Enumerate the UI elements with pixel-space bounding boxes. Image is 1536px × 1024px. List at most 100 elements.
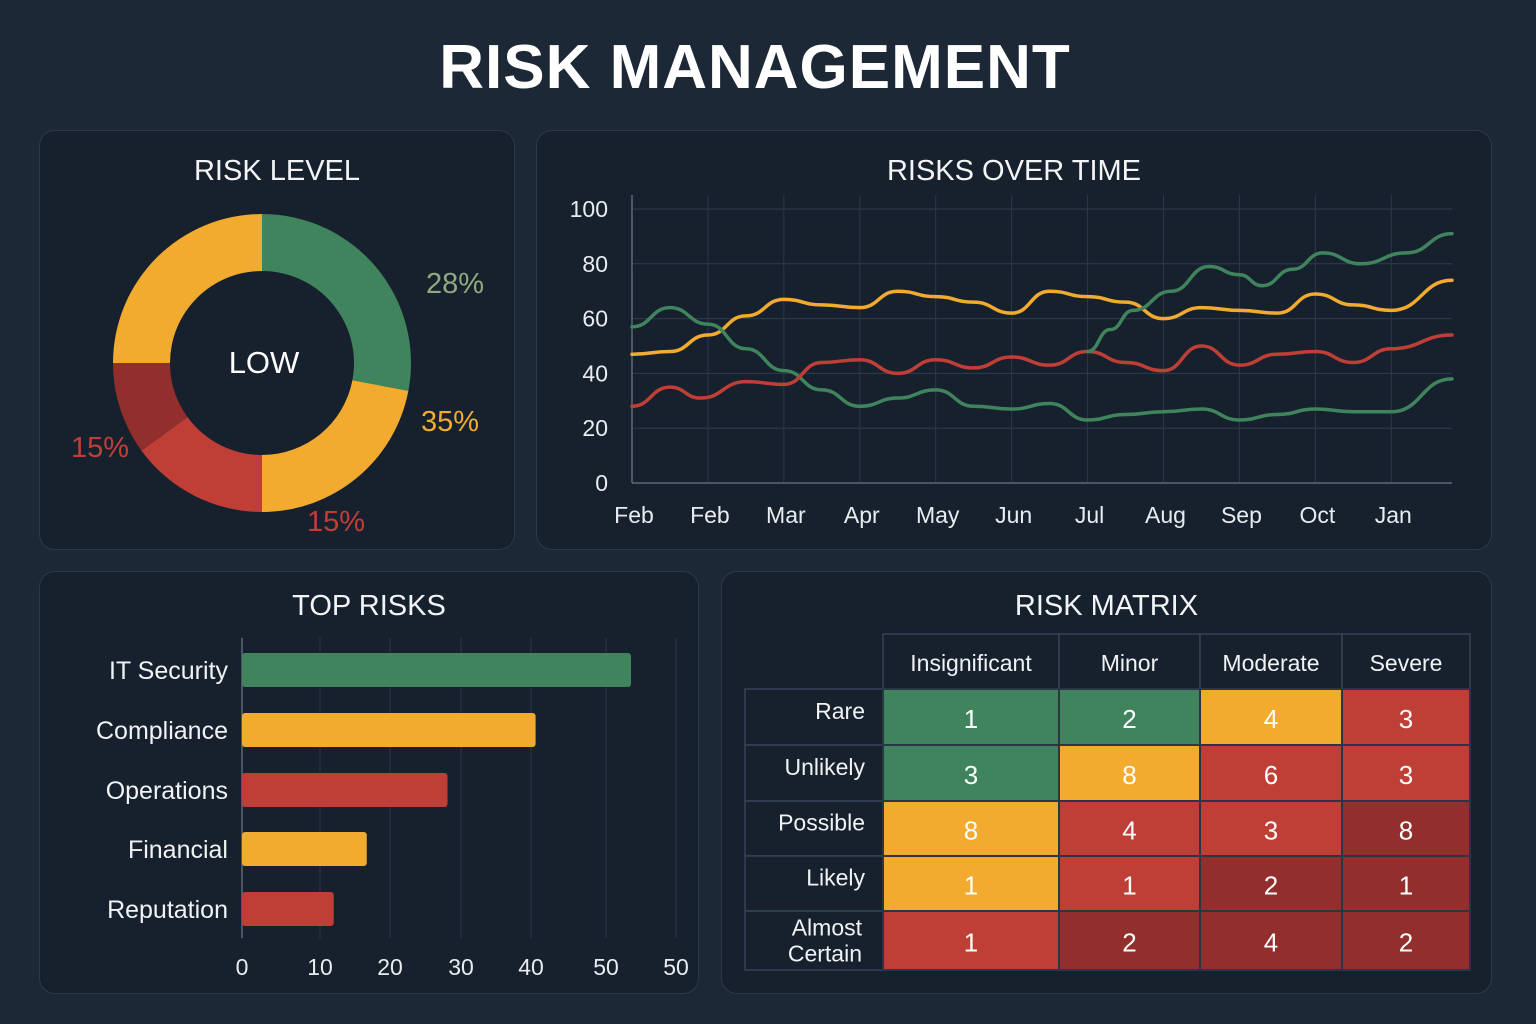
matrix-cell-value: 1 bbox=[964, 928, 978, 958]
matrix-column-label: Minor bbox=[1101, 650, 1159, 676]
x-tick-label: Jul bbox=[1075, 502, 1104, 528]
matrix-cell-value: 4 bbox=[1264, 704, 1278, 734]
y-tick-label: 40 bbox=[582, 360, 608, 386]
x-tick-label: Jun bbox=[995, 502, 1032, 528]
matrix-row-label: Unlikely bbox=[784, 754, 865, 780]
donut-slice bbox=[113, 363, 188, 451]
matrix-cell: 8 bbox=[882, 800, 1060, 857]
y-tick-label: 0 bbox=[595, 470, 608, 496]
risk-matrix-table: Insignificant Minor Moderate Severe Rare 1 2 4 3… bbox=[744, 633, 1471, 971]
bar bbox=[242, 713, 536, 747]
matrix-cell-value: 8 bbox=[1399, 816, 1413, 846]
bar-category-label: Reputation bbox=[107, 896, 228, 924]
matrix-cell-value: 2 bbox=[1122, 928, 1136, 958]
y-tick-label: 60 bbox=[582, 306, 608, 332]
bar bbox=[242, 832, 367, 866]
donut-slice-label: 35% bbox=[421, 406, 479, 438]
matrix-cell-value: 2 bbox=[1399, 928, 1413, 958]
matrix-column-label: Insignificant bbox=[910, 650, 1032, 676]
risk-matrix-title: RISK MATRIX bbox=[1014, 590, 1199, 622]
x-tick-label: 40 bbox=[518, 954, 544, 980]
matrix-row-header bbox=[744, 744, 884, 802]
x-tick-label: May bbox=[916, 502, 960, 528]
matrix-column-header bbox=[1341, 633, 1471, 690]
matrix-row-label: Almost Certain bbox=[788, 915, 863, 967]
matrix-cell-value: 1 bbox=[1122, 871, 1136, 901]
donut-slice-label: 15% bbox=[307, 506, 365, 538]
matrix-cell: 4 bbox=[1058, 800, 1201, 857]
bar bbox=[242, 892, 334, 926]
matrix-cell-value: 1 bbox=[964, 871, 978, 901]
risk-matrix-panel: RISK MATRIX Insignificant Minor Moderate Se… bbox=[721, 571, 1492, 994]
bar-category-label: Operations bbox=[106, 777, 228, 805]
x-tick-label: Aug bbox=[1145, 502, 1186, 528]
donut-slice bbox=[262, 380, 409, 512]
matrix-cell: 2 bbox=[1058, 688, 1201, 746]
matrix-row-label: Possible bbox=[778, 810, 865, 836]
bar-category-label: IT Security bbox=[109, 657, 229, 685]
donut-center-label: LOW bbox=[229, 345, 300, 380]
top-risks-title: TOP RISKS bbox=[292, 590, 446, 622]
matrix-cell-fill bbox=[1058, 855, 1201, 912]
matrix-cell: 3 bbox=[1341, 688, 1471, 746]
matrix-cell-value: 3 bbox=[964, 760, 978, 790]
matrix-cell: 8 bbox=[1341, 800, 1471, 857]
risks-over-time-chart: 0 20 40 60 80 100 Feb Feb Mar Apr May Jun Jul Aug Sep O… bbox=[570, 195, 1454, 528]
matrix-cell: 1 bbox=[882, 688, 1060, 746]
matrix-cell: 8 bbox=[1058, 744, 1201, 802]
x-tick-label: 0 bbox=[236, 954, 249, 980]
matrix-cell: 1 bbox=[882, 910, 1060, 971]
x-tick-label: 30 bbox=[448, 954, 474, 980]
series-line bbox=[630, 333, 1454, 409]
y-tick-label: 80 bbox=[582, 251, 608, 277]
x-tick-label: Jan bbox=[1375, 502, 1412, 528]
matrix-cell-fill bbox=[1341, 688, 1471, 746]
series-line bbox=[630, 305, 1454, 422]
matrix-cell-value: 6 bbox=[1264, 760, 1278, 790]
matrix-cell-value: 8 bbox=[1122, 760, 1136, 790]
matrix-cell-fill bbox=[1341, 800, 1471, 857]
donut-slice bbox=[113, 214, 262, 363]
matrix-cell-value: 3 bbox=[1399, 704, 1413, 734]
page-title: RISK MANAGEMENT bbox=[439, 33, 1071, 102]
donut-slice bbox=[262, 214, 412, 391]
matrix-cell: 2 bbox=[1058, 910, 1201, 971]
matrix-cell-value: 8 bbox=[964, 816, 978, 846]
matrix-cell: 2 bbox=[1199, 855, 1343, 912]
risk-level-panel: RISK LEVEL 28% 35% 15% 15% LOW bbox=[39, 130, 515, 550]
matrix-cell: 1 bbox=[1341, 855, 1471, 912]
matrix-cell: 4 bbox=[1199, 688, 1343, 746]
x-tick-label: Apr bbox=[844, 502, 880, 528]
matrix-cell: 3 bbox=[882, 744, 1060, 802]
donut-slice bbox=[141, 417, 262, 512]
risks-over-time-panel: RISKS OVER TIME 0 20 40 60 80 100 Feb Feb Mar Apr… bbox=[536, 130, 1492, 550]
matrix-column-header bbox=[1199, 633, 1343, 690]
risk-level-title: RISK LEVEL bbox=[193, 155, 361, 187]
bar-category-label: Compliance bbox=[96, 717, 228, 745]
matrix-row-label: Likely bbox=[806, 865, 865, 891]
series-line bbox=[1085, 231, 1454, 354]
matrix-row-header bbox=[744, 688, 884, 746]
x-tick-label: Sep bbox=[1221, 502, 1262, 528]
matrix-row-label: Rare bbox=[815, 698, 865, 724]
matrix-cell-value: 1 bbox=[964, 704, 978, 734]
y-tick-label: 20 bbox=[582, 415, 608, 441]
matrix-cell-fill bbox=[882, 744, 1060, 802]
donut-slice-label: 28% bbox=[426, 268, 484, 300]
y-tick-label: 100 bbox=[570, 196, 608, 222]
matrix-cell: 3 bbox=[1199, 800, 1343, 857]
matrix-cell: 4 bbox=[1199, 910, 1343, 971]
matrix-cell-fill bbox=[1199, 800, 1343, 857]
matrix-cell: 1 bbox=[1058, 855, 1201, 912]
matrix-row-header bbox=[744, 855, 884, 912]
matrix-row-label-line: Almost bbox=[792, 915, 863, 941]
matrix-column-label: Severe bbox=[1370, 650, 1443, 676]
matrix-cell: 3 bbox=[1341, 744, 1471, 802]
matrix-cell-fill bbox=[1341, 910, 1471, 971]
matrix-cell-fill bbox=[1199, 910, 1343, 971]
matrix-cell-value: 3 bbox=[1399, 760, 1413, 790]
matrix-cell-fill bbox=[1058, 800, 1201, 857]
x-tick-label: 20 bbox=[377, 954, 403, 980]
matrix-cell-fill bbox=[1199, 688, 1343, 746]
series-line bbox=[630, 278, 1454, 356]
